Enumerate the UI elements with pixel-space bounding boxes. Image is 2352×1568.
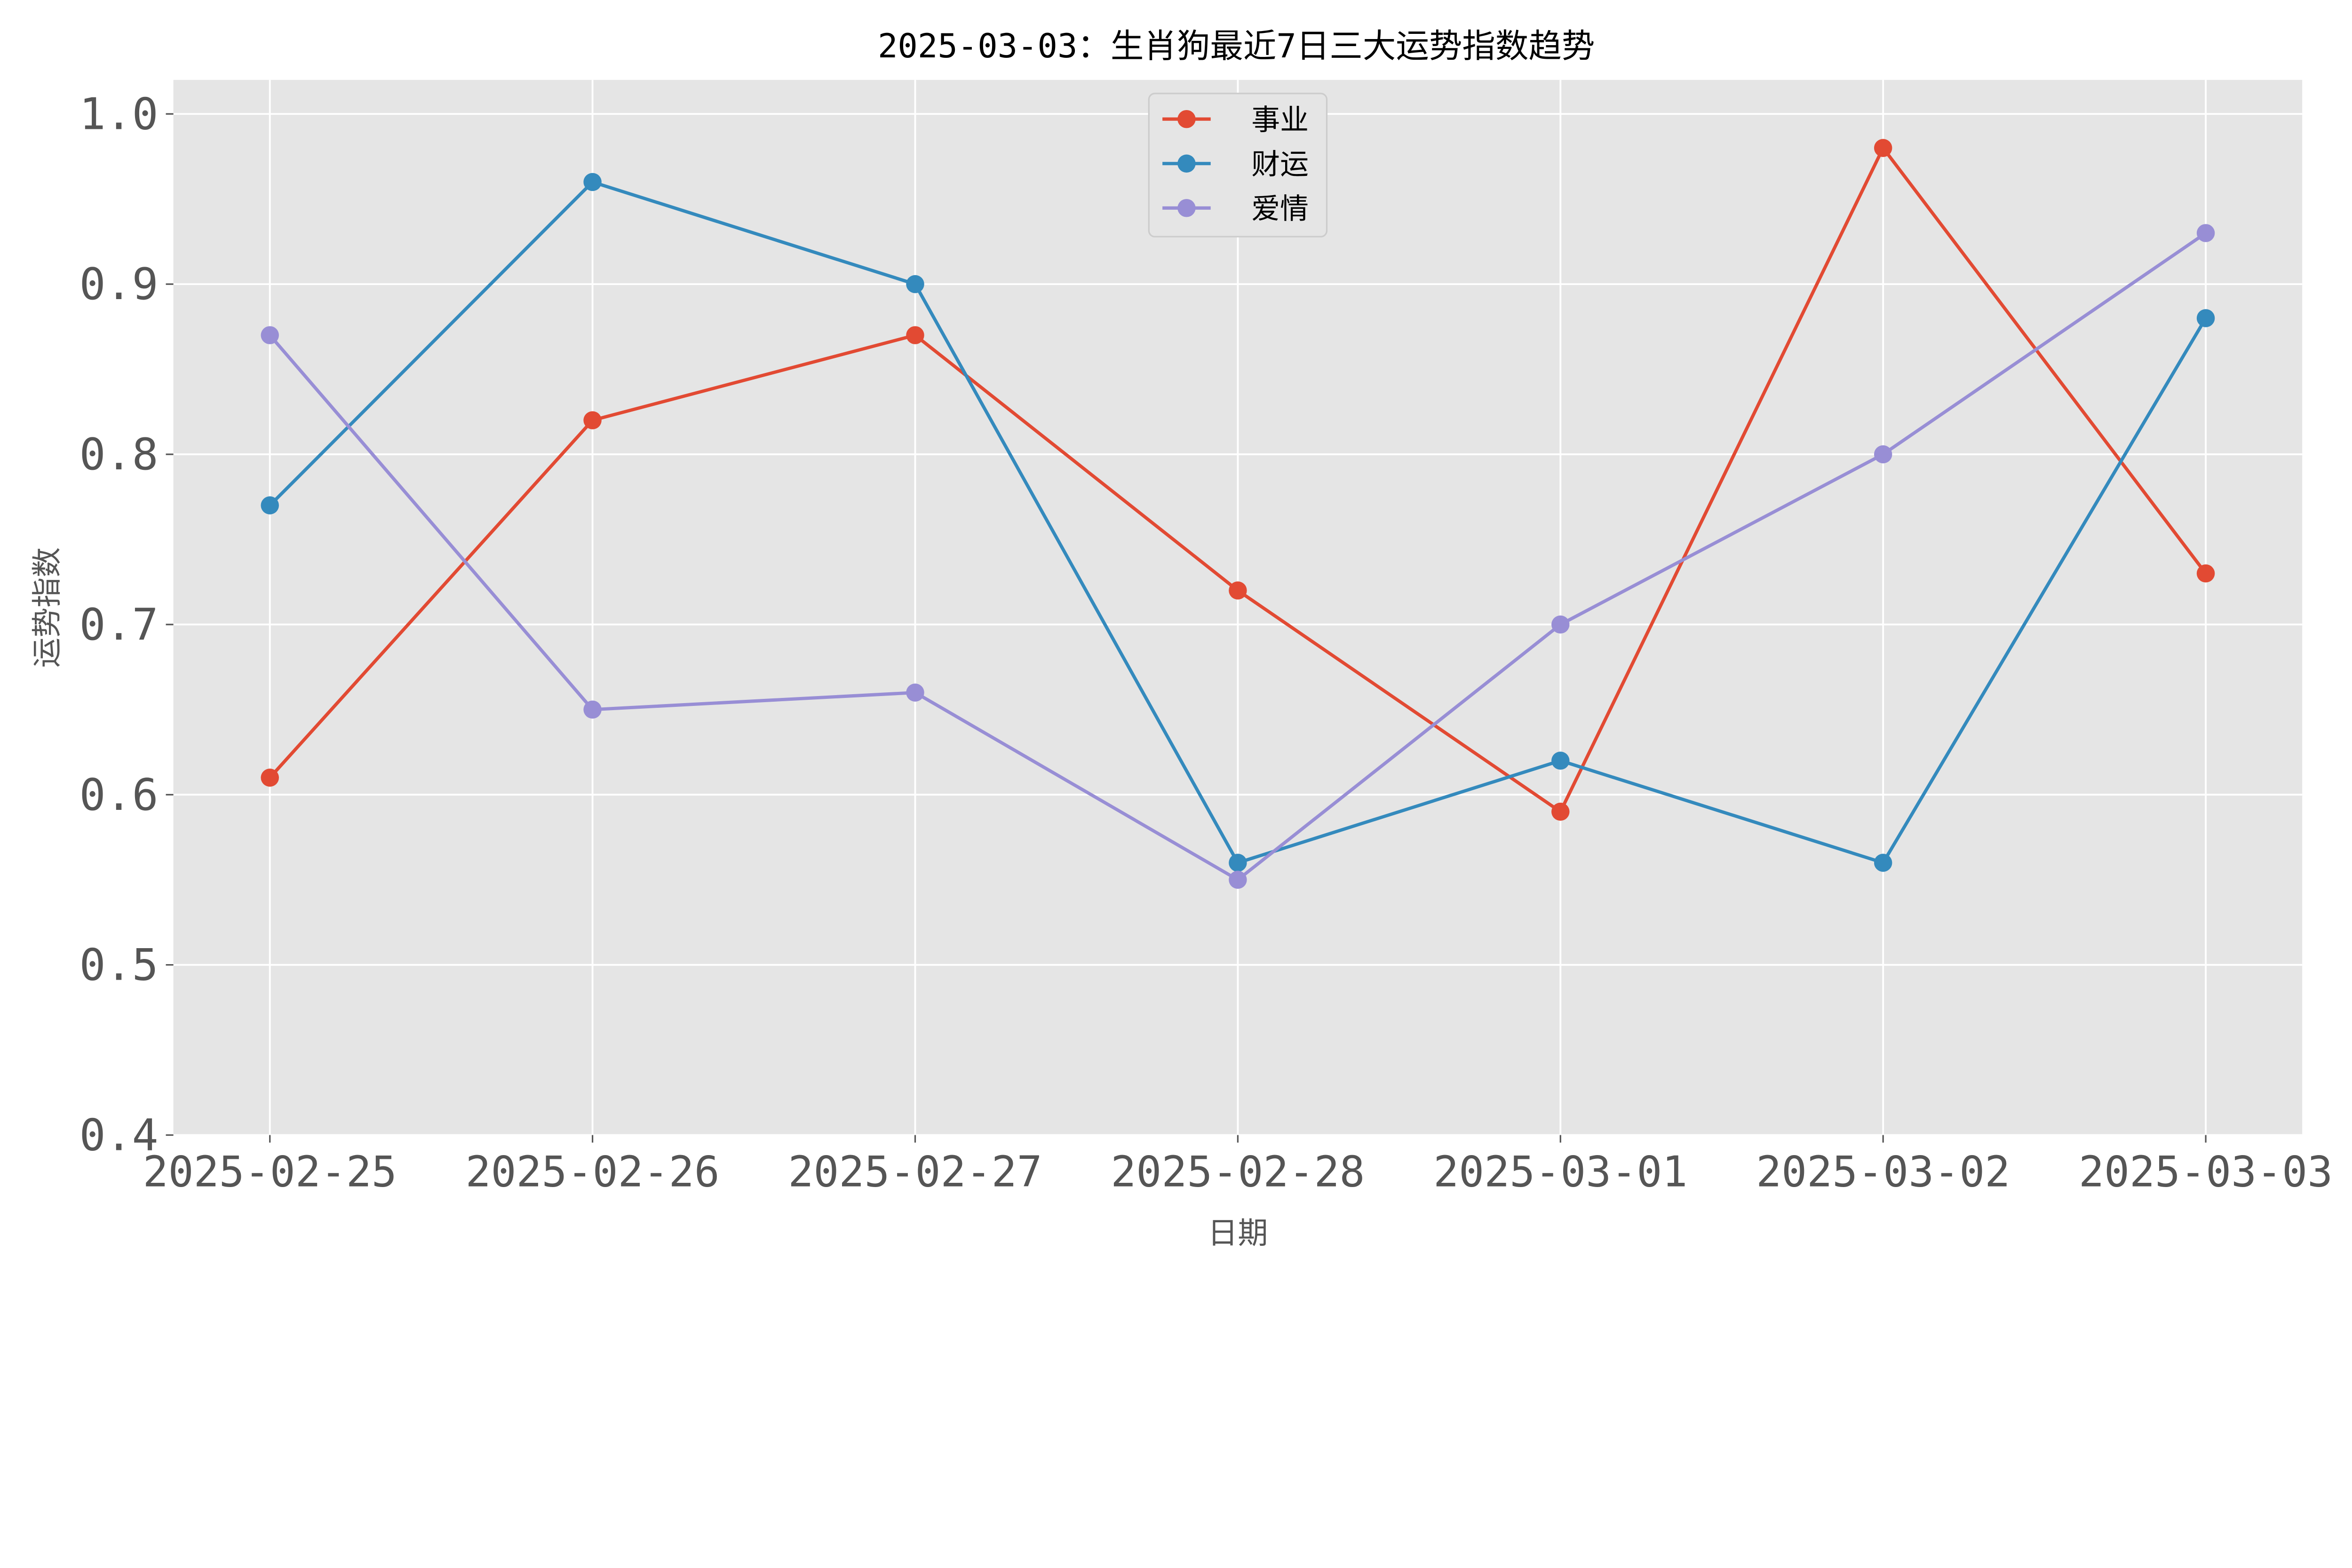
legend-label: 爱情 — [1251, 192, 1309, 226]
data-point — [1551, 615, 1570, 634]
legend-label: 财运 — [1251, 148, 1309, 181]
data-point — [906, 275, 924, 293]
y-tick-label: 0.5 — [79, 940, 159, 990]
x-tick-label: 2025-02-26 — [465, 1148, 719, 1196]
data-point — [2196, 224, 2215, 242]
x-axis-label: 日期 — [1208, 1216, 1268, 1251]
data-point — [1874, 139, 1892, 157]
data-point — [261, 496, 279, 515]
y-tick-label: 0.8 — [79, 429, 159, 480]
data-point — [583, 411, 602, 429]
data-point — [1874, 854, 1892, 872]
y-tick-label: 1.0 — [79, 88, 159, 139]
x-tick-label: 2025-02-27 — [788, 1148, 1042, 1196]
series-0 — [261, 139, 2215, 821]
data-point — [906, 326, 924, 344]
legend-frame — [1148, 93, 1328, 238]
x-tick-label: 2025-03-01 — [1433, 1148, 1687, 1196]
data-point — [1551, 802, 1570, 821]
data-point — [1229, 871, 1247, 889]
x-tick-label: 2025-02-28 — [1111, 1148, 1365, 1196]
data-point — [2196, 564, 2215, 583]
data-point — [1229, 854, 1247, 872]
data-point — [261, 326, 279, 344]
y-axis: 0.4 0.5 0.6 0.7 0.8 0.9 1.0 — [79, 88, 174, 1161]
x-axis: 2025-02-25 2025-02-26 2025-02-27 2025-02-28… — [143, 1135, 2333, 1196]
line-chart: 0.40.50.60.70.80.91.0 2025-02-25 2025-02-… — [30, 26, 2333, 1251]
series-group — [261, 139, 2215, 889]
y-tick-label: 0.9 — [79, 259, 159, 309]
x-tick-label: 2025-02-25 — [143, 1148, 397, 1196]
data-point — [906, 683, 924, 702]
y-tick-label: 0.4 — [79, 1110, 159, 1161]
x-tick-label: 2025-03-02 — [1756, 1148, 2010, 1196]
data-point — [261, 768, 279, 787]
y-tick-label: 0.7 — [79, 599, 159, 650]
series-2 — [261, 224, 2215, 889]
data-point — [583, 700, 602, 719]
data-point — [1874, 445, 1892, 464]
y-tick-label: 0.6 — [79, 769, 159, 820]
legend-label: 事业 — [1251, 103, 1309, 137]
data-point — [1229, 581, 1247, 600]
data-point — [1551, 752, 1570, 770]
legend-marker — [1177, 199, 1196, 217]
legend-marker — [1177, 154, 1196, 173]
x-tick-label: 2025-03-03 — [2079, 1148, 2333, 1196]
data-point — [583, 173, 602, 191]
series-1 — [261, 173, 2215, 872]
y-axis-label: 运势指数 — [30, 547, 65, 667]
legend-marker — [1177, 110, 1196, 128]
data-point — [2196, 309, 2215, 327]
chart-title: 2025-03-03：生肖狗最近7日三大运势指数趋势 — [878, 27, 1595, 65]
